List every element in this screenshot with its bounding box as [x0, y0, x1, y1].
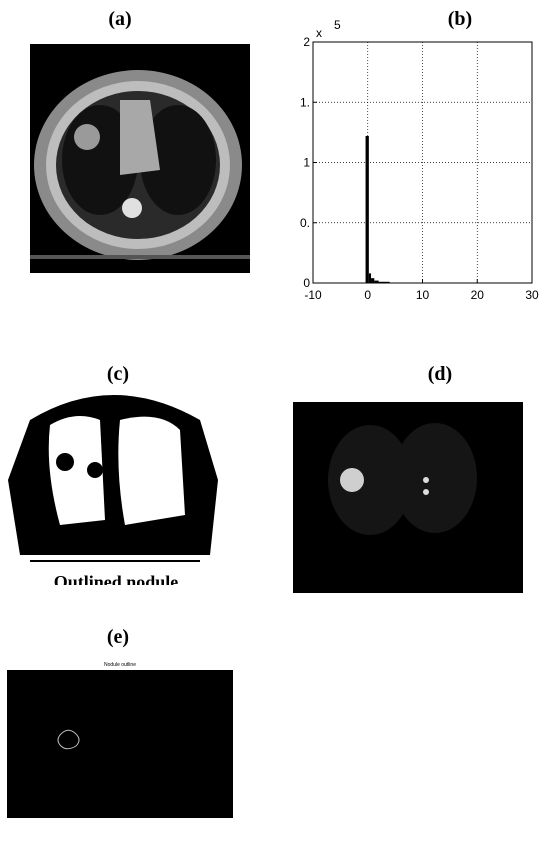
scale-prefix: x	[316, 26, 322, 40]
x-tick-label: 20	[471, 288, 485, 302]
panel-label: (a)	[108, 8, 131, 30]
y-tick-label: 0.	[300, 216, 310, 230]
image-title: Nodule outline	[104, 662, 136, 668]
outline-image	[7, 670, 233, 818]
bar	[369, 273, 371, 283]
panel-label: (c)	[107, 363, 129, 385]
mask-image: Outlined nodule	[8, 385, 218, 592]
x-tick-label: -10	[304, 288, 322, 302]
bar	[366, 136, 369, 283]
x-tick-label: 30	[525, 288, 539, 302]
panel-label: (b)	[448, 8, 472, 30]
x-tick-label: 0	[364, 288, 371, 302]
panel-label: (e)	[107, 626, 129, 648]
caption: Outlined nodule	[54, 572, 179, 592]
panel-label: (d)	[428, 363, 452, 385]
lung-image	[293, 402, 523, 593]
y-tick-label: 1.	[300, 95, 310, 109]
y-tick-label: 2	[303, 35, 310, 49]
ct-image	[30, 44, 250, 273]
bar	[379, 282, 390, 283]
y-tick-label: 0	[303, 276, 310, 290]
bar	[374, 281, 378, 283]
scale-exponent: 5	[334, 18, 341, 32]
bar	[371, 278, 374, 283]
figure: (a) (b) -10010203000.11.2x5 (c) Outlined…	[0, 0, 542, 843]
y-tick-label: 1	[303, 156, 310, 170]
x-tick-label: 10	[416, 288, 430, 302]
